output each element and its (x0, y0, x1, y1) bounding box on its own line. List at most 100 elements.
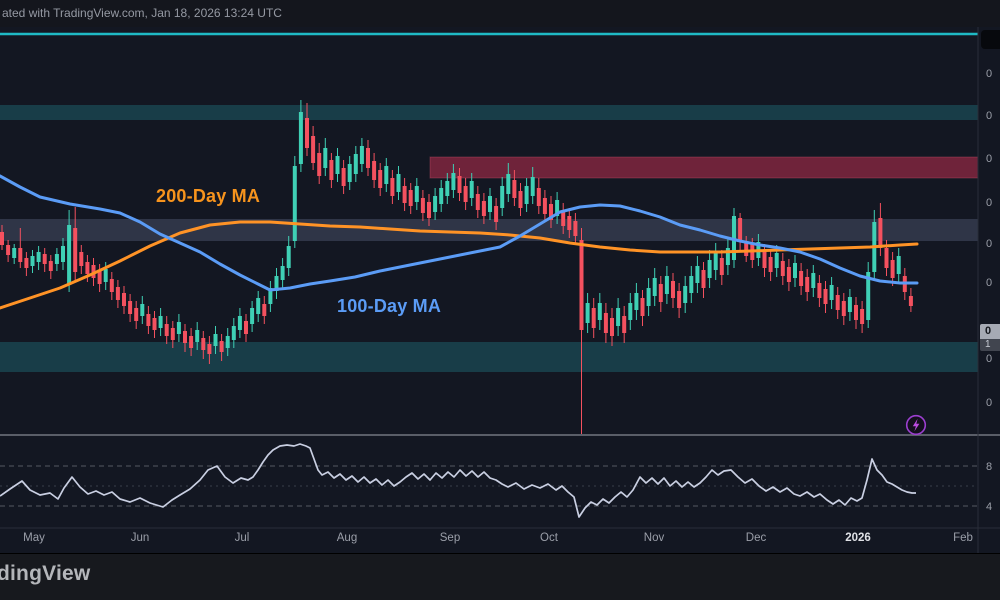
candle (24, 258, 29, 268)
candle (744, 242, 749, 256)
candle (518, 191, 523, 208)
candle (219, 341, 224, 352)
candle (207, 344, 212, 354)
month-label[interactable]: Dec (746, 532, 767, 544)
candle (762, 252, 767, 268)
candle (610, 318, 614, 336)
candle (549, 204, 553, 220)
month-label[interactable]: Aug (337, 532, 357, 544)
month-label[interactable]: May (23, 532, 45, 544)
price-tick-label: 0 (986, 153, 992, 165)
boost-button[interactable] (905, 414, 927, 436)
candle (341, 168, 346, 186)
candle (860, 309, 865, 324)
candle (67, 225, 72, 285)
candle (262, 304, 267, 316)
price-tick-label: 0 (986, 110, 992, 122)
gray-level-band (0, 219, 978, 241)
candle (719, 258, 724, 275)
candle (652, 278, 657, 296)
candle (6, 245, 11, 255)
candle (603, 313, 608, 333)
candle (908, 296, 913, 306)
candle (817, 283, 822, 298)
month-label[interactable]: Oct (540, 532, 559, 544)
bottom-bar: dingView (0, 553, 1000, 600)
candle (811, 273, 816, 288)
candle (292, 166, 297, 241)
candle (73, 228, 78, 272)
bar-countdown: 1 (980, 339, 1000, 351)
candle (896, 256, 901, 274)
candle (738, 218, 743, 242)
candle (317, 153, 322, 176)
candle (268, 288, 273, 304)
candle (305, 118, 309, 148)
candle (457, 176, 462, 193)
support-zone-lower (0, 342, 978, 372)
candle (829, 285, 834, 300)
ma200-line (0, 220, 919, 310)
candle (671, 281, 675, 298)
price-tick-label: 0 (986, 397, 992, 409)
candle (616, 308, 621, 326)
candle (579, 240, 584, 330)
candle (353, 154, 358, 174)
candle (573, 221, 578, 236)
candle (530, 177, 535, 196)
candle (622, 316, 627, 333)
candle (390, 178, 395, 196)
candle (597, 303, 602, 320)
candle (585, 303, 590, 323)
candle (347, 164, 352, 182)
candle (134, 308, 139, 321)
ma100-line (0, 174, 919, 292)
month-label[interactable]: Jul (235, 532, 250, 544)
candle (664, 276, 669, 294)
candle (79, 252, 84, 266)
candle (164, 324, 169, 336)
candle (244, 321, 248, 334)
candle (176, 322, 181, 334)
candle (42, 254, 47, 264)
month-label[interactable]: Nov (644, 532, 665, 544)
candle (213, 334, 218, 346)
candle (506, 174, 511, 194)
resistance-zone-upper (0, 105, 978, 120)
candle (799, 271, 804, 286)
rsi-line (0, 443, 916, 518)
rsi-tick-label: 4 (986, 501, 992, 513)
candle (695, 266, 700, 283)
candle (170, 328, 175, 340)
candle (378, 170, 383, 188)
candle (280, 266, 285, 280)
red-resistance-zone (429, 156, 979, 179)
candle (122, 293, 126, 306)
candle (396, 174, 401, 192)
ma100-label: 100-Day MA (337, 296, 442, 316)
month-label[interactable]: Feb (953, 532, 973, 544)
candle (646, 288, 651, 306)
month-label[interactable]: 2026 (845, 532, 871, 544)
candle (115, 287, 120, 300)
candle (30, 256, 35, 266)
candle (189, 336, 194, 348)
candle (311, 136, 316, 163)
candle (658, 284, 663, 302)
candle (427, 202, 431, 218)
candle (463, 186, 468, 202)
candle (780, 261, 785, 276)
candle (372, 161, 377, 180)
candle (890, 260, 895, 278)
candle (475, 194, 480, 210)
month-label[interactable]: Jun (131, 532, 150, 544)
month-label[interactable]: Sep (440, 532, 460, 544)
candle (402, 186, 407, 203)
candle (128, 301, 133, 314)
candle (591, 308, 596, 328)
tradingview-logo[interactable]: dingView (0, 562, 91, 585)
candle (805, 277, 810, 292)
ma200-label: 200-Day MA (156, 186, 261, 206)
